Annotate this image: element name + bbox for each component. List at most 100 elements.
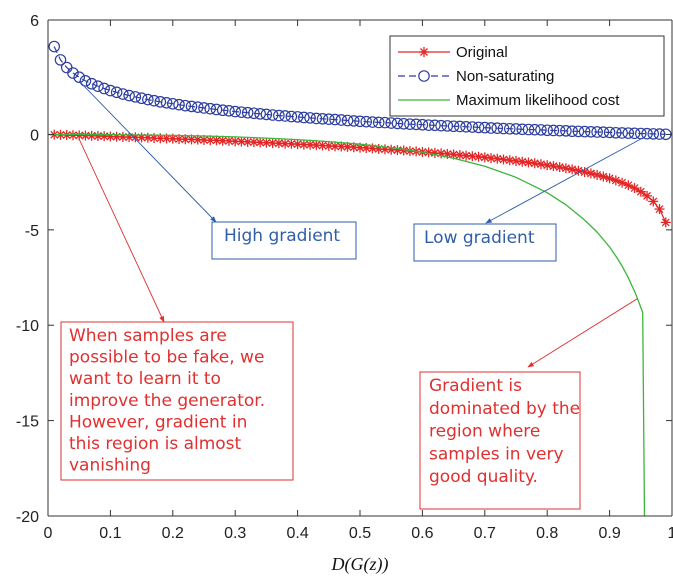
x-tick-label: 0 bbox=[44, 525, 53, 542]
data-point-non-saturating bbox=[216, 104, 229, 117]
data-point-non-saturating bbox=[491, 122, 504, 134]
data-point-non-saturating bbox=[204, 102, 217, 115]
legend-label-original: Original bbox=[456, 44, 508, 61]
data-point-non-saturating bbox=[460, 121, 472, 133]
data-point-original bbox=[311, 140, 322, 151]
data-point-original bbox=[523, 157, 534, 168]
data-point-non-saturating bbox=[466, 121, 479, 133]
data-point-non-saturating bbox=[622, 127, 635, 139]
data-point-non-saturating bbox=[254, 108, 266, 120]
data-point-non-saturating bbox=[304, 112, 316, 124]
data-point-original bbox=[155, 133, 166, 144]
data-point-non-saturating bbox=[560, 125, 572, 137]
data-point-non-saturating bbox=[528, 123, 541, 136]
data-point-non-saturating bbox=[516, 123, 529, 136]
data-point-original bbox=[535, 159, 546, 170]
data-point-non-saturating bbox=[553, 124, 566, 137]
data-point-original bbox=[517, 156, 528, 167]
data-point-non-saturating bbox=[92, 80, 104, 92]
data-point-original bbox=[248, 137, 259, 148]
data-point-non-saturating bbox=[167, 97, 179, 110]
data-point-original bbox=[80, 130, 91, 141]
x-axis-label: D(G(z)) bbox=[331, 554, 389, 575]
data-point-non-saturating bbox=[185, 100, 198, 113]
data-point-non-saturating bbox=[73, 71, 85, 84]
data-point-non-saturating bbox=[148, 94, 160, 107]
data-point-non-saturating bbox=[628, 127, 641, 140]
data-point-non-saturating bbox=[454, 120, 466, 133]
data-point-original bbox=[579, 167, 590, 178]
dominated-gradient-arrow bbox=[527, 298, 638, 368]
data-point-non-saturating bbox=[335, 114, 348, 126]
vanishing-gradient-annotation-text: When samples are bbox=[69, 326, 227, 346]
y-tick-label: -5 bbox=[25, 223, 39, 240]
y-tick-label: -10 bbox=[16, 318, 39, 335]
data-point-non-saturating bbox=[372, 116, 385, 129]
dominated-gradient-annotation-box bbox=[419, 371, 581, 510]
data-point-non-saturating bbox=[391, 117, 404, 130]
data-point-original bbox=[554, 162, 565, 173]
data-point-non-saturating bbox=[429, 119, 441, 132]
y-tick-label: 0 bbox=[30, 127, 39, 144]
data-point-non-saturating bbox=[485, 122, 497, 134]
dominated-gradient-annotation-text: dominated by the bbox=[429, 399, 580, 419]
y-tick-label: -20 bbox=[16, 509, 39, 526]
series-line-non-saturating bbox=[53, 46, 666, 135]
x-tick-label: 1 bbox=[668, 525, 673, 542]
data-point-non-saturating bbox=[647, 128, 660, 140]
data-point-non-saturating bbox=[397, 117, 410, 130]
data-point-original bbox=[205, 135, 216, 146]
low-gradient-arrow bbox=[485, 136, 645, 224]
data-point-non-saturating bbox=[298, 111, 310, 124]
data-point-non-saturating bbox=[572, 125, 585, 138]
data-point-non-saturating bbox=[341, 114, 354, 127]
data-point-non-saturating bbox=[85, 77, 98, 90]
data-point-non-saturating bbox=[578, 125, 591, 138]
data-point-non-saturating bbox=[441, 120, 454, 132]
data-point-non-saturating bbox=[123, 89, 135, 102]
y-tick-label: -15 bbox=[16, 414, 39, 431]
data-point-non-saturating bbox=[110, 86, 123, 99]
data-point-non-saturating bbox=[160, 96, 173, 109]
data-point-non-saturating bbox=[385, 117, 397, 129]
data-point-original bbox=[86, 130, 97, 141]
data-point-original bbox=[273, 138, 284, 149]
data-point-original bbox=[305, 139, 316, 150]
data-point-non-saturating bbox=[435, 119, 447, 132]
data-point-non-saturating bbox=[603, 126, 616, 139]
data-point-original bbox=[504, 155, 515, 166]
data-point-non-saturating bbox=[235, 106, 248, 118]
dominated-gradient-annotation-text: samples in very bbox=[429, 444, 564, 464]
data-point-original bbox=[548, 161, 559, 172]
data-point-non-saturating bbox=[472, 121, 485, 134]
data-point-non-saturating bbox=[67, 67, 79, 79]
data-point-non-saturating bbox=[547, 124, 560, 137]
x-tick-label: 0.1 bbox=[99, 525, 121, 542]
data-point-non-saturating bbox=[79, 75, 92, 87]
dominated-gradient-annotation-text: Gradient is bbox=[429, 376, 522, 396]
data-point-non-saturating bbox=[379, 116, 391, 129]
low-gradient-annotation-box bbox=[413, 223, 557, 262]
data-point-non-saturating bbox=[366, 116, 379, 128]
data-point-non-saturating bbox=[54, 54, 67, 66]
data-point-non-saturating bbox=[497, 122, 510, 135]
data-point-non-saturating bbox=[478, 121, 491, 134]
data-point-non-saturating bbox=[522, 123, 535, 136]
vanishing-gradient-annotation-text: However, gradient in bbox=[69, 412, 247, 432]
data-point-non-saturating bbox=[322, 113, 335, 125]
high-gradient-arrow bbox=[78, 80, 217, 223]
data-point-non-saturating bbox=[179, 99, 192, 112]
data-point-non-saturating bbox=[616, 127, 628, 139]
data-point-non-saturating bbox=[404, 118, 416, 130]
data-point-original bbox=[635, 186, 646, 197]
annotations: High gradient Low gradient When samples ar… bbox=[60, 80, 645, 510]
y-tick-label: 6 bbox=[30, 13, 39, 30]
legend: Original Non-saturating Maximum likelihood… bbox=[389, 35, 665, 117]
data-point-non-saturating bbox=[273, 109, 285, 122]
data-point-non-saturating bbox=[416, 118, 429, 131]
data-point-non-saturating bbox=[48, 40, 61, 53]
data-point-original bbox=[542, 160, 553, 171]
vanishing-gradient-annotation-text: possible to be fake, we bbox=[69, 348, 264, 368]
data-point-original bbox=[236, 136, 247, 147]
